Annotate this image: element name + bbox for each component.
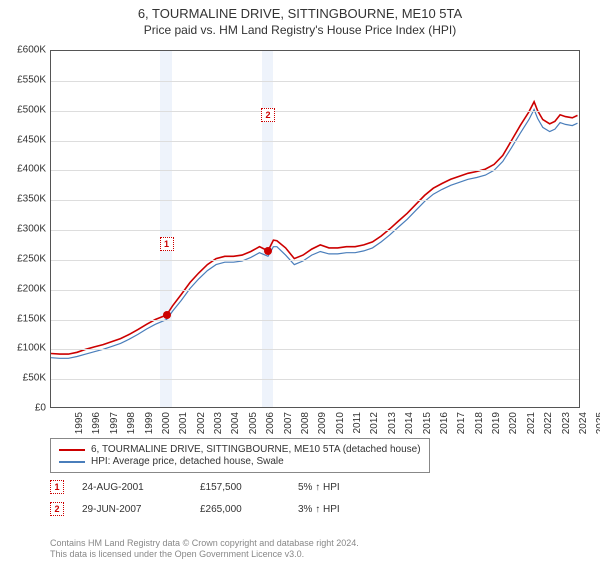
- series-line: [51, 110, 578, 359]
- y-tick-label: £600K: [0, 45, 46, 56]
- y-tick-label: £350K: [0, 194, 46, 205]
- x-tick-label: 2020: [508, 412, 519, 452]
- gridline: [51, 260, 579, 261]
- chart-title: 6, TOURMALINE DRIVE, SITTINGBOURNE, ME10…: [0, 6, 600, 21]
- y-tick-label: £400K: [0, 164, 46, 175]
- gridline: [51, 379, 579, 380]
- attribution-line: Contains HM Land Registry data © Crown c…: [50, 538, 359, 549]
- y-tick-label: £450K: [0, 134, 46, 145]
- y-tick-label: £100K: [0, 343, 46, 354]
- gridline: [51, 170, 579, 171]
- chart-subtitle: Price paid vs. HM Land Registry's House …: [0, 23, 600, 37]
- gridline: [51, 349, 579, 350]
- x-tick-label: 2016: [439, 412, 450, 452]
- legend-label: 6, TOURMALINE DRIVE, SITTINGBOURNE, ME10…: [91, 444, 421, 455]
- chart-area: £0 £50K £100K £150K £200K £250K £300K £350K £400…: [0, 50, 600, 430]
- y-tick-label: £300K: [0, 224, 46, 235]
- y-tick-label: £200K: [0, 283, 46, 294]
- legend-item: 6, TOURMALINE DRIVE, SITTINGBOURNE, ME10…: [59, 444, 421, 455]
- y-tick-label: £150K: [0, 313, 46, 324]
- sale-point-label: 1: [160, 237, 174, 251]
- gridline: [51, 111, 579, 112]
- sale-marker-badge: 1: [50, 480, 64, 494]
- legend-item: HPI: Average price, detached house, Swal…: [59, 456, 421, 467]
- y-tick-label: £50K: [0, 373, 46, 384]
- sale-point-marker: [163, 311, 171, 319]
- legend-label: HPI: Average price, detached house, Swal…: [91, 456, 284, 467]
- sale-delta: 3% ↑ HPI: [298, 504, 340, 515]
- legend-swatch: [59, 461, 85, 463]
- x-tick-label: 2018: [474, 412, 485, 452]
- sale-point-label: 2: [261, 108, 275, 122]
- x-tick-label: 2025: [595, 412, 600, 452]
- legend: 6, TOURMALINE DRIVE, SITTINGBOURNE, ME10…: [50, 438, 430, 473]
- x-tick-label: 2019: [491, 412, 502, 452]
- gridline: [51, 290, 579, 291]
- sale-price: £265,000: [200, 504, 280, 515]
- y-tick-label: £0: [0, 403, 46, 414]
- y-tick-label: £250K: [0, 253, 46, 264]
- legend-swatch: [59, 449, 85, 451]
- attribution: Contains HM Land Registry data © Crown c…: [50, 538, 359, 561]
- plot-area: 12: [50, 50, 580, 408]
- gridline: [51, 81, 579, 82]
- sale-price: £157,500: [200, 482, 280, 493]
- gridline: [51, 230, 579, 231]
- sale-date: 24-AUG-2001: [82, 482, 182, 493]
- x-tick-label: 2022: [543, 412, 554, 452]
- x-tick-label: 2017: [456, 412, 467, 452]
- sale-marker-badge: 2: [50, 502, 64, 516]
- y-tick-label: £550K: [0, 74, 46, 85]
- gridline: [51, 200, 579, 201]
- sale-date: 29-JUN-2007: [82, 504, 182, 515]
- x-tick-label: 2024: [578, 412, 589, 452]
- gridline: [51, 320, 579, 321]
- sale-row: 2 29-JUN-2007 £265,000 3% ↑ HPI: [50, 502, 340, 516]
- x-tick-label: 2021: [526, 412, 537, 452]
- y-tick-label: £500K: [0, 104, 46, 115]
- attribution-line: This data is licensed under the Open Gov…: [50, 549, 359, 560]
- sale-delta: 5% ↑ HPI: [298, 482, 340, 493]
- sale-point-marker: [264, 247, 272, 255]
- gridline: [51, 141, 579, 142]
- sale-row: 1 24-AUG-2001 £157,500 5% ↑ HPI: [50, 480, 340, 494]
- x-tick-label: 2023: [561, 412, 572, 452]
